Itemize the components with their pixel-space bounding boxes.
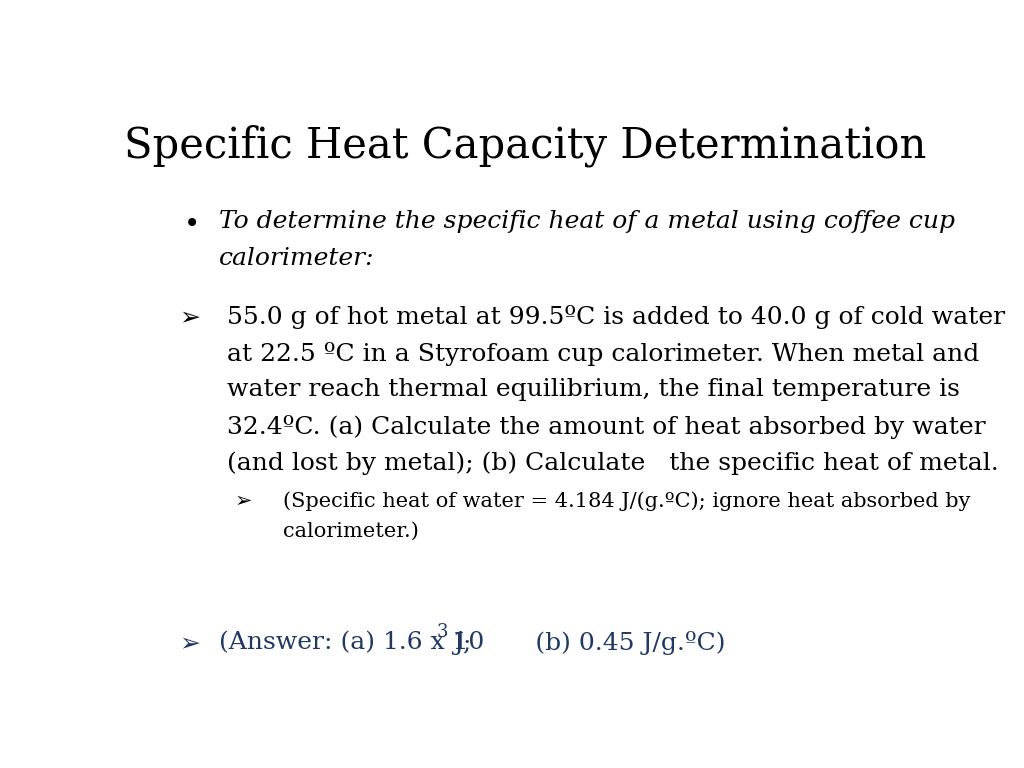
Text: ➢: ➢ — [236, 492, 253, 511]
Text: at 22.5 ºC in a Styrofoam cup calorimeter. When metal and: at 22.5 ºC in a Styrofoam cup calorimete… — [227, 342, 979, 366]
Text: (Answer: (a) 1.6 x 10: (Answer: (a) 1.6 x 10 — [219, 631, 484, 654]
Text: 55.0 g of hot metal at 99.5ºC is added to 40.0 g of cold water: 55.0 g of hot metal at 99.5ºC is added t… — [227, 305, 1006, 329]
Text: 32.4ºC. (a) Calculate the amount of heat absorbed by water: 32.4ºC. (a) Calculate the amount of heat… — [227, 415, 986, 439]
Text: To determine the specific heat of a metal using coffee cup: To determine the specific heat of a meta… — [219, 210, 955, 233]
Text: ➢: ➢ — [179, 631, 201, 655]
Text: water reach thermal equilibrium, the final temperature is: water reach thermal equilibrium, the fin… — [227, 379, 961, 402]
Text: 3: 3 — [436, 623, 449, 641]
Text: Specific Heat Capacity Determination: Specific Heat Capacity Determination — [124, 124, 926, 167]
Text: ➢: ➢ — [179, 305, 201, 329]
Text: calorimeter.): calorimeter.) — [283, 522, 419, 541]
Text: J;        (b) 0.45 J/g.ºC): J; (b) 0.45 J/g.ºC) — [446, 631, 726, 655]
Text: calorimeter:: calorimeter: — [219, 247, 375, 270]
Text: (and lost by metal); (b) Calculate   the specific heat of metal.: (and lost by metal); (b) Calculate the s… — [227, 452, 999, 475]
Text: •: • — [183, 210, 200, 238]
Text: (Specific heat of water = 4.184 J/(g.ºC); ignore heat absorbed by: (Specific heat of water = 4.184 J/(g.ºC)… — [283, 492, 971, 511]
